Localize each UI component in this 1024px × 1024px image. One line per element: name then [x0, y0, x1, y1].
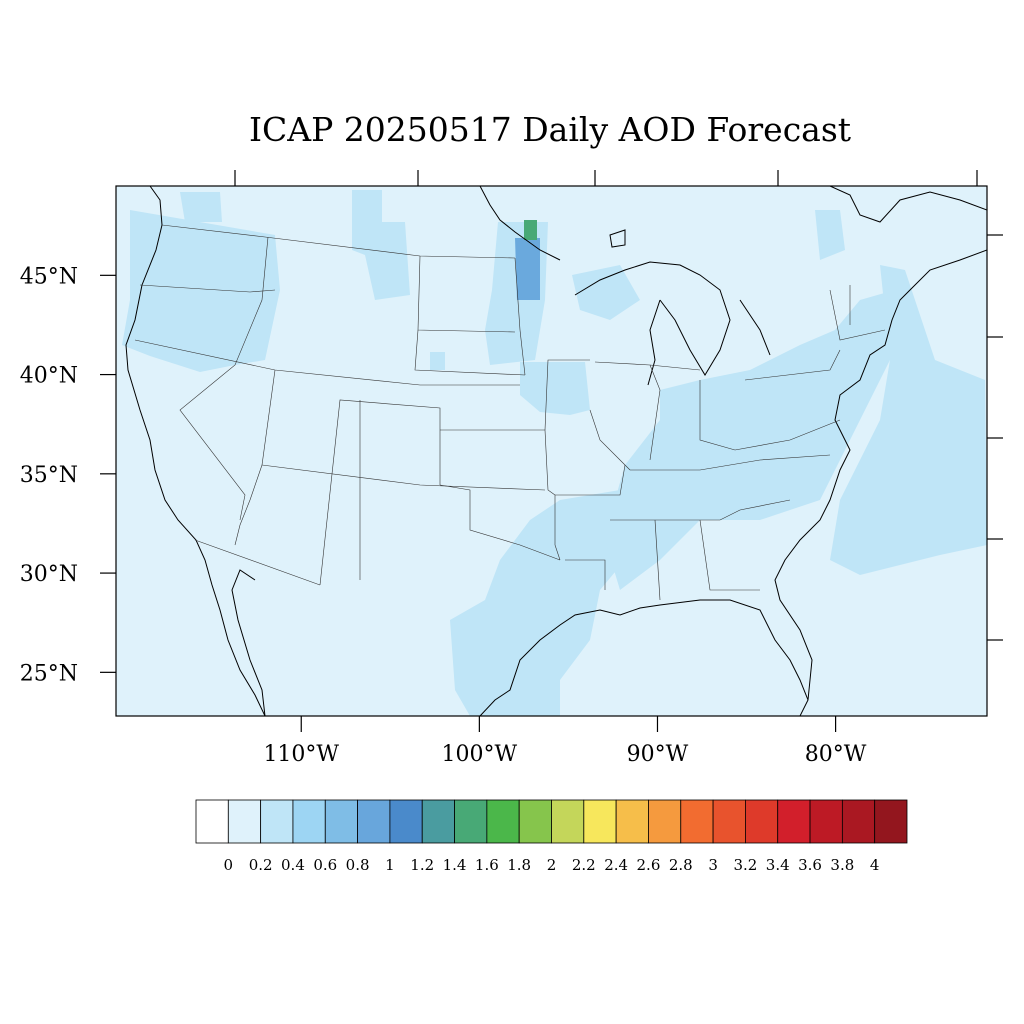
- map-frame: [115, 185, 988, 717]
- aod-region-south-central: [520, 362, 590, 415]
- y-tick-label: 30°N: [20, 562, 78, 587]
- colorbar-swatch: [841, 799, 876, 844]
- colorbar-swatch: [583, 799, 617, 844]
- aod-region-texas-gulf: [450, 490, 640, 716]
- colorbar-label: 0.6: [313, 856, 337, 874]
- x-tick-label: 80°W: [805, 742, 867, 767]
- colorbar-label: 4: [870, 856, 880, 874]
- coastlines: [125, 186, 987, 716]
- colorbar-label: 1: [385, 856, 395, 874]
- colorbar-label: 1.4: [443, 856, 467, 874]
- colorbar-swatch: [712, 799, 746, 844]
- colorbar-swatch: [648, 799, 682, 844]
- colorbar-swatch: [551, 799, 585, 844]
- colorbar-label: 2.2: [572, 856, 596, 874]
- colorbar-label: 1.2: [410, 856, 434, 874]
- colorbar-label: 2.8: [669, 856, 693, 874]
- x-tick-label: 100°W: [442, 742, 518, 767]
- aod-region-red-river-valley: [515, 238, 540, 300]
- colorbar-swatch: [389, 799, 423, 844]
- colorbar-swatch: [680, 799, 714, 844]
- colorbar-label: 0.8: [346, 856, 370, 874]
- aod-field: [122, 186, 987, 716]
- colorbar-label: 2: [547, 856, 557, 874]
- colorbar-swatch: [874, 799, 908, 844]
- colorbar-label: 3.6: [798, 856, 822, 874]
- colorbar-label: 2.4: [604, 856, 628, 874]
- x-tick-label: 110°W: [263, 742, 339, 767]
- aod-region-pacific-northwest: [122, 210, 280, 372]
- colorbar-swatch: [745, 799, 779, 844]
- colorbar-label: 0: [224, 856, 234, 874]
- x-axis-ticks: 110°W 100°W 90°W 80°W: [263, 716, 867, 767]
- y-tick-label: 45°N: [20, 264, 78, 289]
- y-tick-label: 25°N: [20, 661, 78, 686]
- colorbar-swatch: [357, 799, 391, 844]
- colorbar-swatch: [260, 799, 294, 844]
- colorbar-swatch: [809, 799, 843, 844]
- colorbar-label: 3.2: [733, 856, 757, 874]
- aod-region-new-england: [815, 210, 845, 260]
- aod-region-pacific-coast-north: [180, 192, 222, 222]
- colorbar-swatch: [486, 799, 520, 844]
- aod-region-atlantic-coast: [830, 265, 987, 575]
- colorbar: 0 0.2 0.4 0.6 0.8 1 1.2 1.4 1.6 1.8 2 2.2 2.4 2.6 2.8 3…: [195, 799, 908, 874]
- frame-ticks: [234, 170, 1003, 641]
- colorbar-label: 3.8: [830, 856, 854, 874]
- aod-region-upper-midwest: [572, 265, 640, 320]
- x-tick-label: 90°W: [627, 742, 689, 767]
- colorbar-label: 2.6: [637, 856, 661, 874]
- colorbar-label: 0.2: [249, 856, 273, 874]
- colorbar-label: 0.4: [281, 856, 305, 874]
- y-tick-label: 35°N: [20, 463, 78, 488]
- colorbar-swatch: [292, 799, 326, 844]
- y-axis-ticks: 45°N 40°N 35°N 30°N 25°N: [20, 264, 116, 686]
- colorbar-swatch: [454, 799, 488, 844]
- aod-region-northern-plains: [352, 190, 410, 300]
- colorbar-swatch: [615, 799, 649, 844]
- colorbar-label: 1.6: [475, 856, 499, 874]
- colorbar-label: 3.4: [766, 856, 790, 874]
- colorbar-label: 3: [708, 856, 718, 874]
- aod-region-red-river-peak: [524, 220, 537, 240]
- colorbar-swatch: [777, 799, 811, 844]
- aod-region-nebraska-spot: [430, 352, 445, 370]
- y-tick-label: 40°N: [20, 364, 78, 389]
- colorbar-swatch: [324, 799, 358, 844]
- colorbar-label: 1.8: [507, 856, 531, 874]
- colorbar-swatch: [518, 799, 552, 844]
- aod-region-southeast-midwest: [605, 290, 905, 590]
- colorbar-swatch: [195, 799, 229, 844]
- chart-title: ICAP 20250517 Daily AOD Forecast: [248, 110, 852, 149]
- colorbar-swatch: [227, 799, 262, 844]
- colorbar-swatch: [421, 799, 455, 844]
- state-borders: [134, 224, 886, 601]
